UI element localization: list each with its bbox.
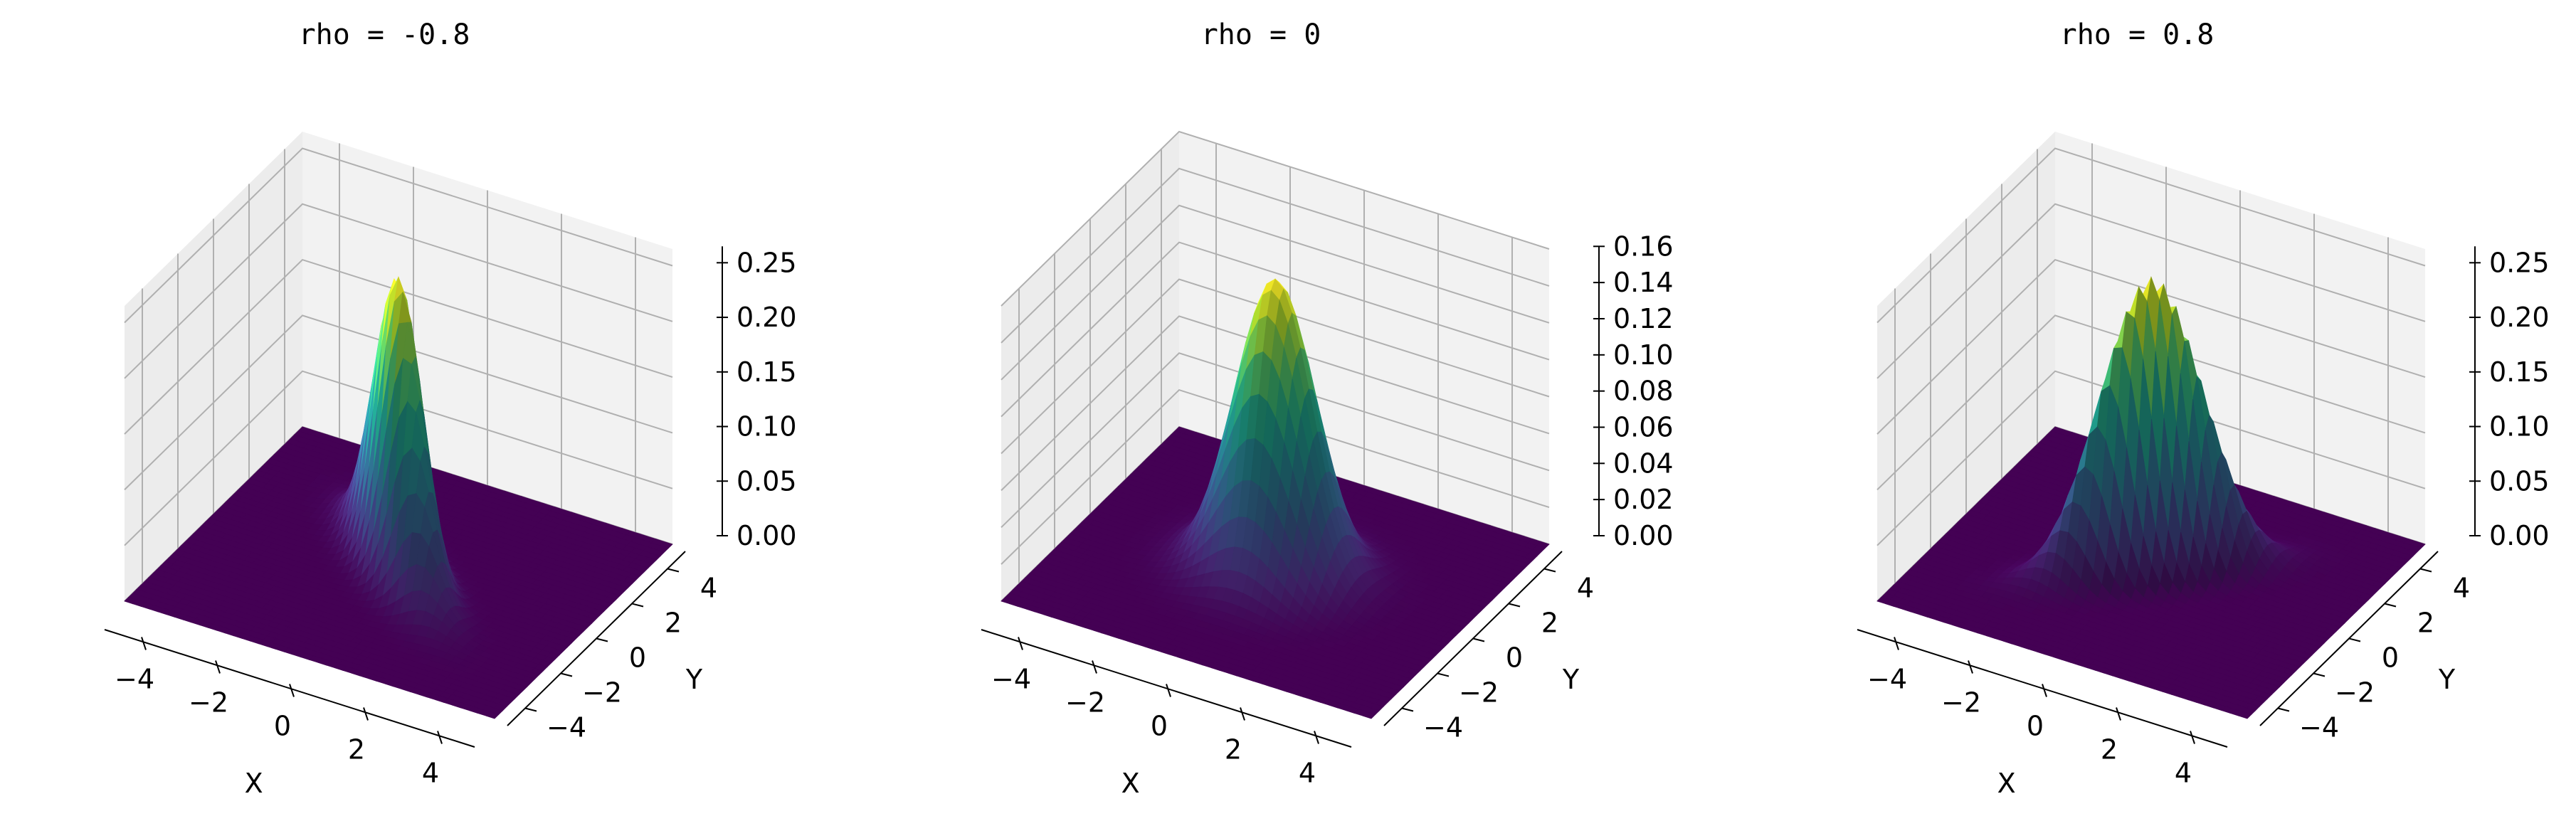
y-tick-mark xyxy=(524,707,537,712)
surface-panel-rho-0-8: −4−2024X−4−2024Y0.000.050.100.150.200.25… xyxy=(1857,18,2550,799)
z-tick-label: 0.15 xyxy=(737,356,797,388)
z-ticks: 0.00 0.02 0.04 0.06 0.08 0.10 0.12 0.14 0.16 xyxy=(1593,231,1674,551)
y-tick-mark xyxy=(1437,672,1450,677)
x-tick-label: −4 xyxy=(115,664,154,695)
chart-title: rho = -0.8 xyxy=(299,18,470,51)
y-axis-label: Y xyxy=(1562,664,1580,695)
grid-line-z xyxy=(124,258,673,435)
x-tick-label: 2 xyxy=(348,734,365,766)
x-tick-mark xyxy=(1240,707,1245,721)
x-tick-mark xyxy=(437,731,443,744)
z-tick-label: 0.00 xyxy=(1613,520,1674,551)
x-tick-mark xyxy=(1018,637,1023,650)
chart-title: rho = 0 xyxy=(1201,18,1321,51)
x-tick-mark xyxy=(215,660,221,674)
grid-line-z xyxy=(124,370,673,546)
x-tick-mark xyxy=(1092,660,1097,674)
z-tick-label: 0.20 xyxy=(737,302,797,333)
y-tick-mark xyxy=(1543,568,1556,573)
grid-line-z xyxy=(124,314,673,491)
y-tick-label: −4 xyxy=(547,712,586,743)
x-tick-mark xyxy=(141,637,147,650)
x-tick-label: 0 xyxy=(274,711,291,742)
grid-line-z xyxy=(124,203,673,379)
z-tick-label: 0.12 xyxy=(1613,303,1674,334)
y-tick-label: −4 xyxy=(1423,712,1463,743)
surface-panel-rho-0: −4−2024X−4−2024Y0.000.020.040.060.080.10… xyxy=(981,18,1674,799)
surface-panel-rho-neg-0-8: −4−2024X−4−2024Y0.000.050.100.150.200.25… xyxy=(104,18,797,799)
y-tick-label: 4 xyxy=(700,573,717,604)
x-tick-label: −2 xyxy=(1065,687,1105,719)
x-tick-mark xyxy=(1314,731,1319,744)
y-tick-mark xyxy=(667,568,680,573)
grid-line-z xyxy=(124,147,673,324)
y-tick-mark xyxy=(560,672,573,677)
x-tick-mark xyxy=(1166,684,1171,697)
x-tick-label: 4 xyxy=(1299,758,1316,789)
z-tick-label: 0.14 xyxy=(1613,267,1674,298)
z-tick-label: 0.00 xyxy=(737,520,797,551)
y-tick-mark xyxy=(631,603,644,608)
surface xyxy=(124,276,673,719)
x-tick-label: −2 xyxy=(189,687,228,719)
y-tick-label: 0 xyxy=(629,642,646,674)
z-ticks: 0.00 0.05 0.10 0.15 0.20 0.25 xyxy=(717,247,797,551)
y-axis-label: Y xyxy=(685,664,703,695)
y-tick-mark xyxy=(1401,707,1414,712)
z-tick-label: 0.02 xyxy=(1613,484,1674,515)
y-tick-label: 0 xyxy=(1506,642,1523,674)
y-tick-mark xyxy=(596,637,608,642)
z-tick-label: 0.10 xyxy=(737,411,797,443)
z-tick-label: 0.10 xyxy=(1613,339,1674,371)
x-tick-mark xyxy=(289,684,295,697)
z-tick-label: 0.05 xyxy=(737,465,797,497)
x-tick-label: 0 xyxy=(1151,711,1168,742)
z-tick-label: 0.08 xyxy=(1613,376,1674,407)
z-tick-label: 0.16 xyxy=(1613,231,1674,262)
y-tick-mark xyxy=(1508,603,1521,608)
x-tick-mark xyxy=(363,707,369,721)
x-axis-label: X xyxy=(245,768,263,799)
y-tick-mark xyxy=(1472,637,1485,642)
y-tick-label: 2 xyxy=(1541,608,1558,639)
x-axis-label: X xyxy=(1121,768,1140,799)
z-tick-label: 0.06 xyxy=(1613,411,1674,443)
x-tick-label: −4 xyxy=(991,664,1031,695)
y-tick-label: −2 xyxy=(582,677,622,709)
x-tick-label: 4 xyxy=(422,758,439,789)
y-tick-label: 2 xyxy=(665,608,682,639)
x-tick-label: 2 xyxy=(1225,734,1242,766)
z-tick-label: 0.25 xyxy=(737,247,797,278)
y-tick-label: 4 xyxy=(1577,573,1594,604)
z-tick-label: 0.04 xyxy=(1613,447,1674,479)
y-tick-label: −2 xyxy=(1459,677,1499,709)
